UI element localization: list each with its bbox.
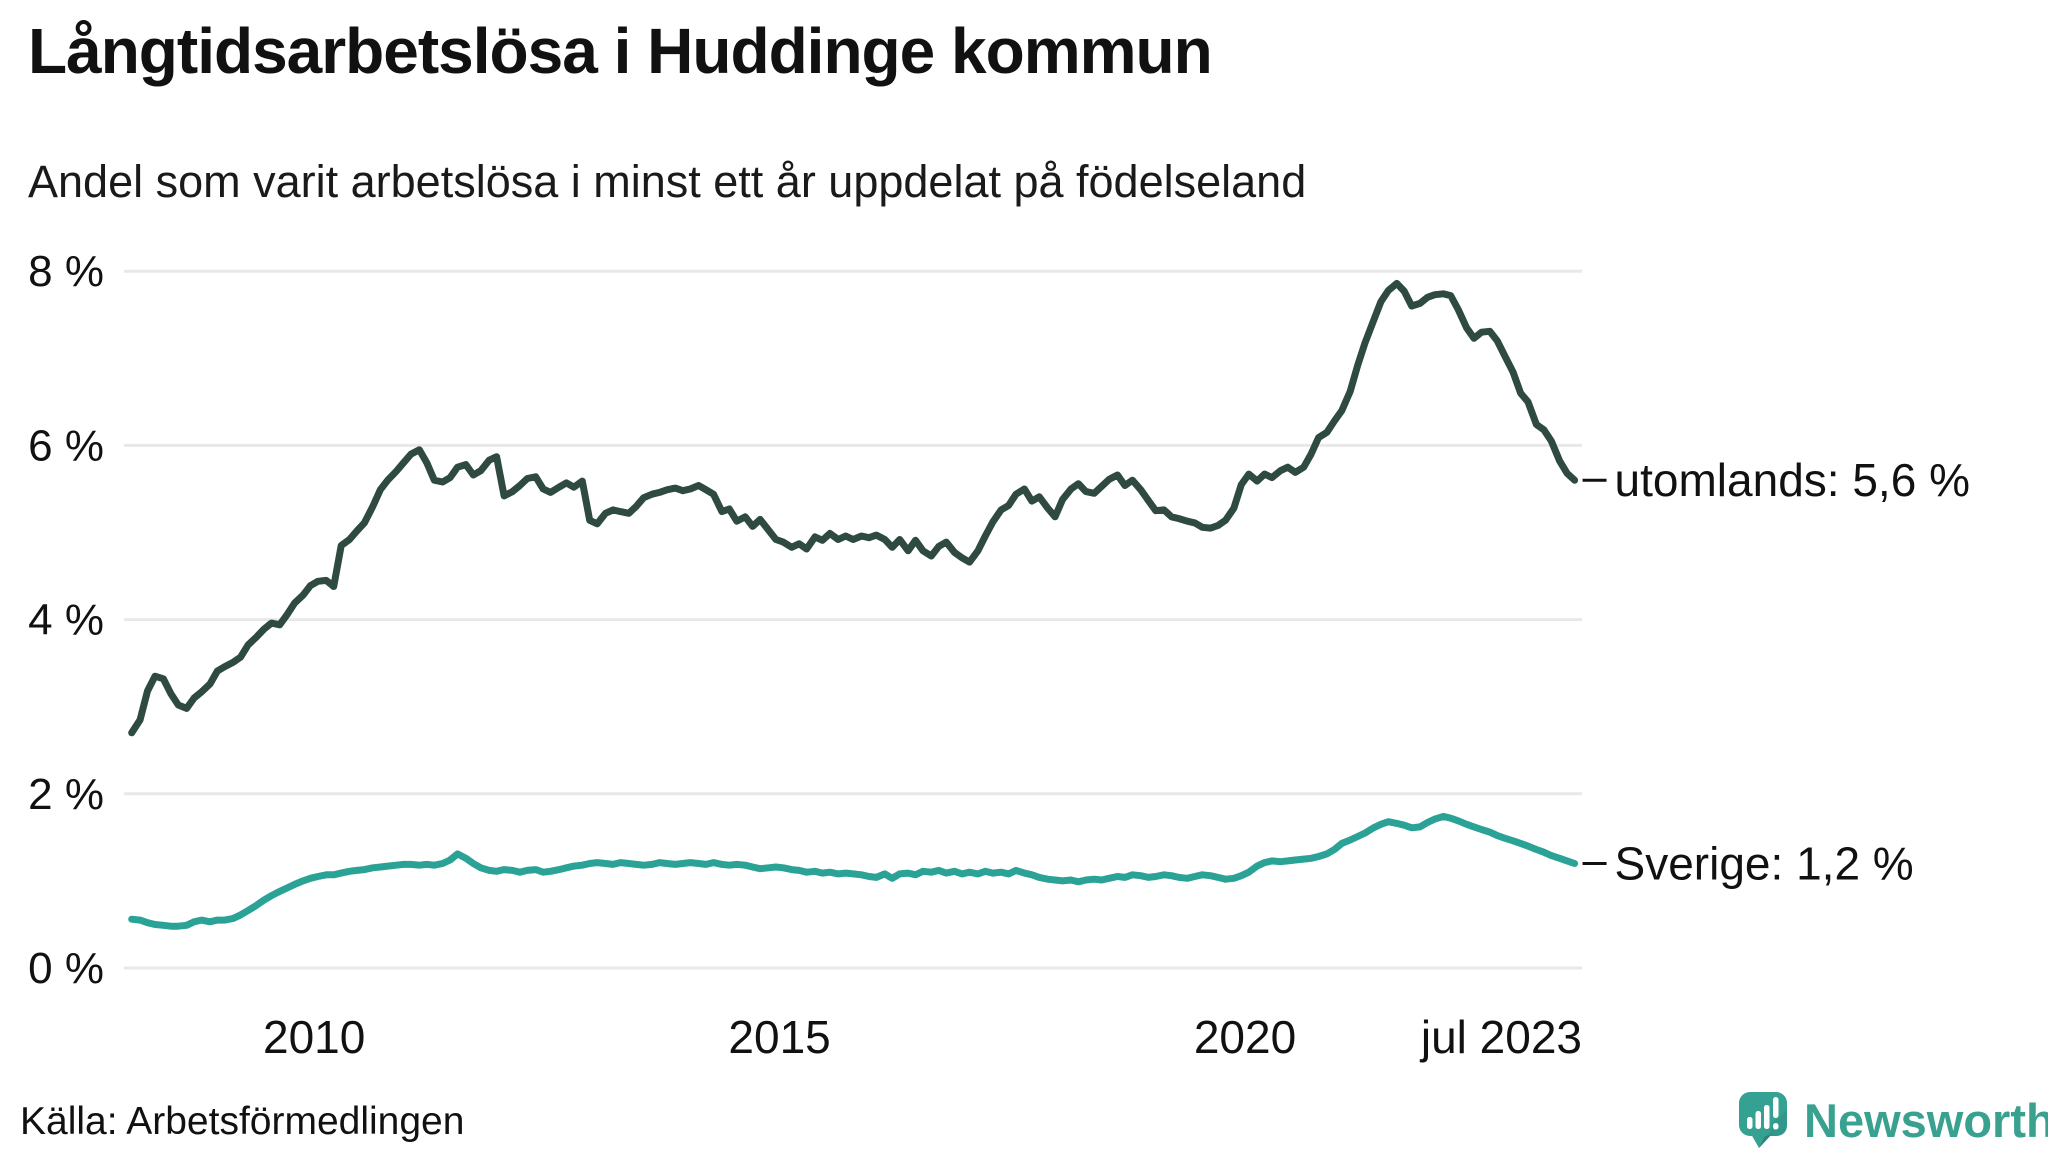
utomlands-end-label: utomlands: 5,6 % <box>1615 454 1970 506</box>
newsworthy-speech-bubble-chart-icon <box>1739 1092 1787 1148</box>
sverige-line <box>128 812 1579 930</box>
utomlands-line <box>128 279 1579 737</box>
y-tick-label: 4 % <box>28 596 104 645</box>
source-note: Källa: Arbetsförmedlingen <box>20 1100 465 1143</box>
brand-name: Newsworthy <box>1804 1093 2048 1147</box>
x-tick-label: 2020 <box>1194 1011 1296 1063</box>
x-tick-label-end: jul 2023 <box>1419 1011 1582 1063</box>
sverige-end-label: Sverige: 1,2 % <box>1615 837 1914 889</box>
page-title: Långtidsarbetslösa i Huddinge kommun <box>28 15 1213 87</box>
y-tick-label: 0 % <box>28 944 104 993</box>
y-tick-label: 8 % <box>28 247 104 296</box>
y-tick-label: 6 % <box>28 421 104 470</box>
chart-subtitle: Andel som varit arbetslösa i minst ett å… <box>28 156 1307 207</box>
y-tick-label: 2 % <box>28 770 104 819</box>
x-tick-label: 2015 <box>728 1011 830 1063</box>
newsworthy-logo: Newsworthy <box>1738 1090 2048 1150</box>
x-tick-label: 2010 <box>263 1011 365 1063</box>
